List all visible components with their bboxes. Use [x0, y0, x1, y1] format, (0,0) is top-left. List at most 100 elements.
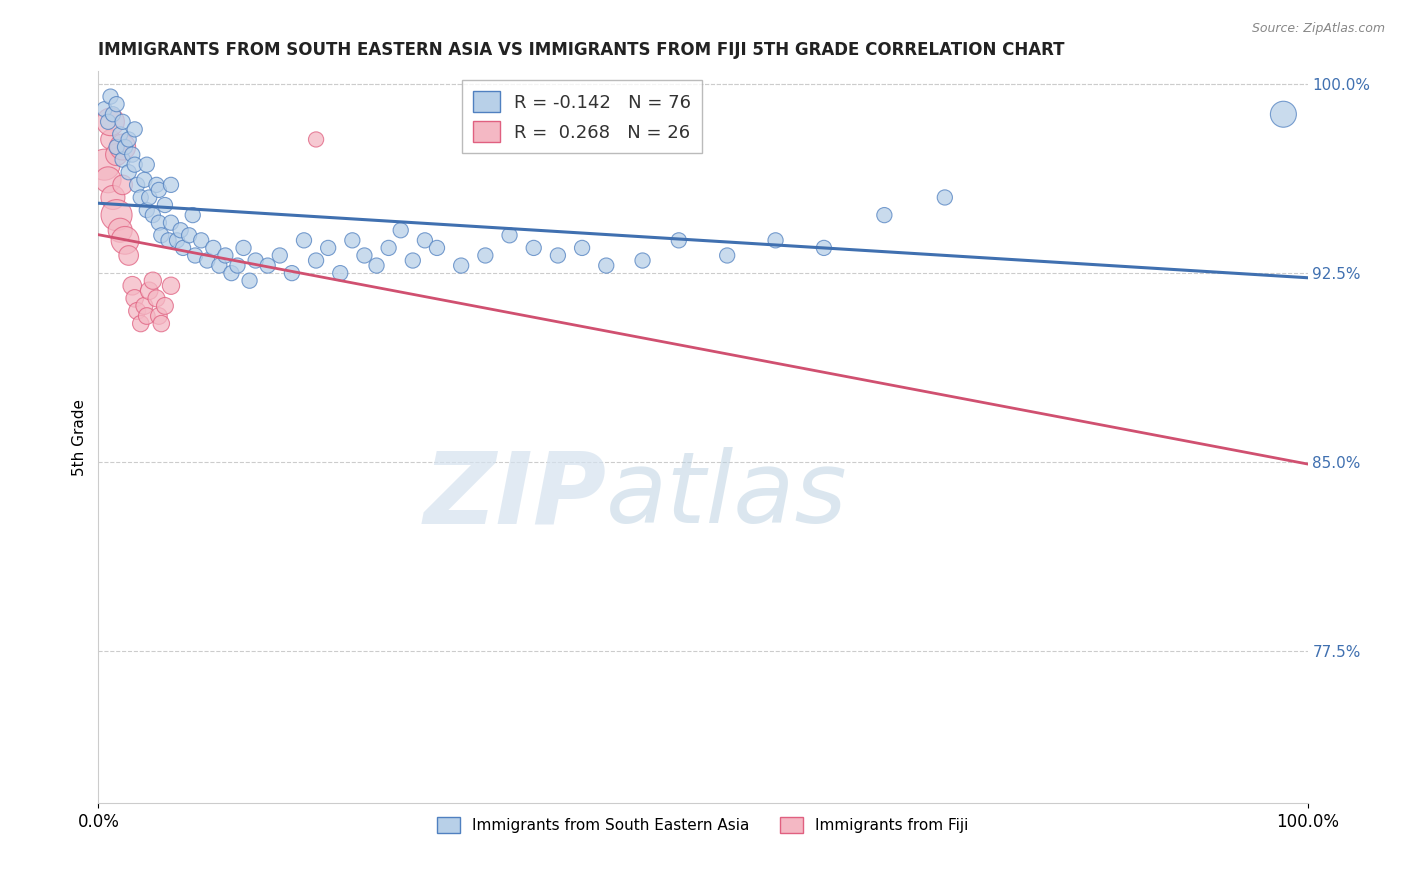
Point [450, 259, 472, 273]
Y-axis label: 5th Grade: 5th Grade [72, 399, 87, 475]
Point [97, 173, 120, 187]
Point [97, 115, 120, 129]
Point [873, 208, 896, 222]
Point [523, 241, 546, 255]
Point [101, 190, 124, 204]
Point [127, 178, 149, 192]
Point [105, 208, 128, 222]
Point [100, 115, 122, 129]
Point [169, 223, 191, 237]
Point [202, 241, 225, 255]
Point [105, 97, 128, 112]
Legend: Immigrants from South Eastern Asia, Immigrants from Fiji: Immigrants from South Eastern Asia, Immi… [432, 811, 974, 839]
Point [172, 241, 194, 255]
Point [108, 128, 131, 142]
Point [547, 248, 569, 262]
Point [245, 253, 267, 268]
Point [184, 248, 207, 262]
Point [305, 253, 328, 268]
Point [366, 259, 388, 273]
Point [160, 178, 183, 192]
Point [148, 216, 170, 230]
Point [195, 253, 218, 268]
Point [138, 284, 160, 298]
Point [118, 248, 141, 262]
Point [150, 228, 173, 243]
Point [134, 173, 156, 187]
Point [111, 140, 134, 154]
Point [145, 178, 167, 192]
Point [166, 233, 188, 247]
Point [190, 233, 212, 247]
Text: ZIP: ZIP [423, 447, 606, 544]
Point [121, 147, 143, 161]
Point [114, 233, 136, 247]
Point [813, 241, 835, 255]
Point [111, 153, 134, 167]
Point [138, 190, 160, 204]
Point [571, 241, 593, 255]
Point [413, 233, 436, 247]
Point [124, 158, 146, 172]
Point [474, 248, 496, 262]
Point [134, 299, 156, 313]
Point [256, 259, 278, 273]
Point [426, 241, 449, 255]
Point [135, 203, 157, 218]
Point [1272, 107, 1295, 121]
Point [121, 278, 143, 293]
Point [118, 132, 141, 146]
Point [148, 183, 170, 197]
Point [100, 132, 122, 146]
Point [108, 223, 131, 237]
Point [148, 309, 170, 323]
Point [269, 248, 291, 262]
Point [100, 89, 122, 103]
Point [934, 190, 956, 204]
Point [765, 233, 787, 247]
Point [93, 102, 115, 116]
Point [101, 107, 124, 121]
Point [153, 198, 176, 212]
Point [129, 317, 152, 331]
Point [111, 178, 134, 192]
Point [124, 291, 146, 305]
Point [239, 274, 262, 288]
Point [342, 233, 364, 247]
Point [208, 259, 231, 273]
Text: atlas: atlas [606, 447, 848, 544]
Point [181, 208, 204, 222]
Point [377, 241, 399, 255]
Point [668, 233, 690, 247]
Point [716, 248, 738, 262]
Point [292, 233, 315, 247]
Point [124, 122, 146, 136]
Point [329, 266, 352, 280]
Point [129, 190, 152, 204]
Point [595, 259, 617, 273]
Point [105, 147, 128, 161]
Point [127, 304, 149, 318]
Point [631, 253, 654, 268]
Point [105, 140, 128, 154]
Text: Source: ZipAtlas.com: Source: ZipAtlas.com [1251, 22, 1385, 36]
Point [160, 278, 183, 293]
Point [221, 266, 243, 280]
Point [353, 248, 375, 262]
Point [179, 228, 201, 243]
Point [118, 165, 141, 179]
Point [214, 248, 236, 262]
Text: IMMIGRANTS FROM SOUTH EASTERN ASIA VS IMMIGRANTS FROM FIJI 5TH GRADE CORRELATION: IMMIGRANTS FROM SOUTH EASTERN ASIA VS IM… [98, 41, 1064, 59]
Point [160, 216, 183, 230]
Point [114, 140, 136, 154]
Point [226, 259, 249, 273]
Point [498, 228, 520, 243]
Point [93, 158, 115, 172]
Point [281, 266, 304, 280]
Point [142, 274, 165, 288]
Point [150, 317, 173, 331]
Point [145, 291, 167, 305]
Point [232, 241, 254, 255]
Point [389, 223, 412, 237]
Point [153, 299, 176, 313]
